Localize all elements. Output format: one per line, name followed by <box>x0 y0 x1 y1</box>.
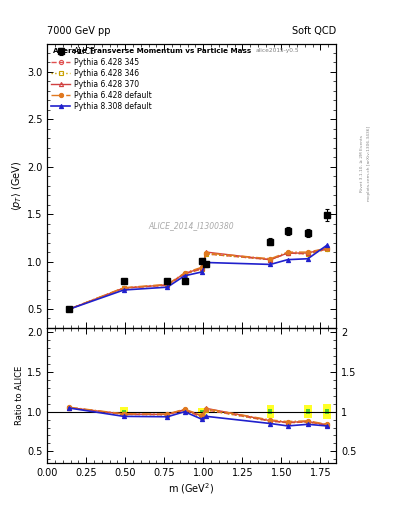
Pythia 6.428 346 <box>67 306 72 312</box>
Pythia 6.428 346 <box>305 251 310 257</box>
Pythia 6.428 345 <box>285 250 290 256</box>
Pythia 8.308 default <box>268 261 273 267</box>
Pythia 8.308 default <box>165 284 170 290</box>
Pythia 6.428 370 <box>67 306 72 312</box>
Pythia 8.308 default <box>285 257 290 263</box>
Pythia 6.428 default <box>305 249 310 255</box>
Pythia 6.428 370 <box>199 265 204 271</box>
Bar <box>268 409 272 414</box>
Text: Soft QCD: Soft QCD <box>292 27 336 36</box>
Pythia 6.428 default <box>268 255 273 262</box>
Pythia 6.428 345 <box>305 251 310 257</box>
Pythia 6.428 370 <box>121 285 126 291</box>
Bar <box>325 409 329 414</box>
Pythia 6.428 345 <box>182 271 187 277</box>
Pythia 8.308 default <box>324 242 329 248</box>
Bar <box>304 405 312 418</box>
Bar <box>120 407 128 416</box>
Pythia 6.428 370 <box>182 270 187 276</box>
Bar <box>198 408 206 416</box>
Bar <box>122 410 126 414</box>
X-axis label: m (GeV$^2$): m (GeV$^2$) <box>169 481 215 496</box>
Pythia 6.428 default <box>199 264 204 270</box>
Line: Pythia 6.428 346: Pythia 6.428 346 <box>67 247 329 311</box>
Pythia 6.428 370 <box>305 250 310 256</box>
Pythia 6.428 345 <box>324 246 329 252</box>
Pythia 6.428 345 <box>121 285 126 291</box>
Text: Average Transverse Momentum vs Particle Mass: Average Transverse Momentum vs Particle … <box>53 48 251 54</box>
Text: ALICE_2014_I1300380: ALICE_2014_I1300380 <box>149 221 234 230</box>
Pythia 6.428 346 <box>121 285 126 291</box>
Pythia 6.428 346 <box>324 246 329 252</box>
Pythia 6.428 370 <box>165 282 170 288</box>
Bar <box>266 405 274 418</box>
Text: 7000 GeV pp: 7000 GeV pp <box>47 27 111 36</box>
Line: Pythia 6.428 345: Pythia 6.428 345 <box>67 247 329 311</box>
Pythia 6.428 370 <box>268 257 273 263</box>
Pythia 6.428 default <box>67 306 72 312</box>
Pythia 6.428 default <box>285 249 290 255</box>
Text: Rivet 3.1.10, ≥ 2M Events: Rivet 3.1.10, ≥ 2M Events <box>360 135 364 193</box>
Pythia 6.428 346 <box>204 251 209 257</box>
Pythia 6.428 345 <box>165 282 170 288</box>
Pythia 6.428 346 <box>182 271 187 277</box>
Bar <box>323 404 331 419</box>
Line: Pythia 6.428 default: Pythia 6.428 default <box>67 246 329 311</box>
Pythia 6.428 370 <box>324 245 329 251</box>
Line: Pythia 8.308 default: Pythia 8.308 default <box>67 243 329 311</box>
Legend: ALICE, Pythia 6.428 345, Pythia 6.428 346, Pythia 6.428 370, Pythia 6.428 defaul: ALICE, Pythia 6.428 345, Pythia 6.428 34… <box>50 46 153 113</box>
Line: Pythia 6.428 370: Pythia 6.428 370 <box>67 246 329 311</box>
Pythia 6.428 default <box>182 270 187 276</box>
Pythia 6.428 345 <box>268 257 273 263</box>
Pythia 6.428 370 <box>204 249 209 255</box>
Pythia 6.428 default <box>165 281 170 287</box>
Pythia 6.428 345 <box>67 306 72 312</box>
Y-axis label: $\langle p_T \rangle$ (GeV): $\langle p_T \rangle$ (GeV) <box>10 161 24 211</box>
Pythia 6.428 default <box>204 250 209 256</box>
Pythia 6.428 346 <box>268 257 273 263</box>
Y-axis label: Ratio to ALICE: Ratio to ALICE <box>15 366 24 425</box>
Text: mcplots.cern.ch [arXiv:1306.3436]: mcplots.cern.ch [arXiv:1306.3436] <box>367 126 371 201</box>
Pythia 6.428 346 <box>285 250 290 256</box>
Pythia 6.428 345 <box>199 266 204 272</box>
Text: alice2015-y0.5: alice2015-y0.5 <box>255 48 299 53</box>
Pythia 8.308 default <box>121 287 126 293</box>
Pythia 6.428 default <box>121 285 126 291</box>
Pythia 6.428 default <box>324 245 329 251</box>
Pythia 8.308 default <box>67 306 72 312</box>
Pythia 8.308 default <box>199 269 204 275</box>
Pythia 8.308 default <box>182 273 187 279</box>
Bar <box>200 410 204 413</box>
Pythia 6.428 346 <box>199 266 204 272</box>
Pythia 6.428 370 <box>285 250 290 256</box>
Pythia 6.428 346 <box>165 282 170 288</box>
Pythia 6.428 345 <box>204 251 209 257</box>
Pythia 8.308 default <box>204 260 209 266</box>
Pythia 8.308 default <box>305 255 310 262</box>
Bar <box>306 409 310 414</box>
